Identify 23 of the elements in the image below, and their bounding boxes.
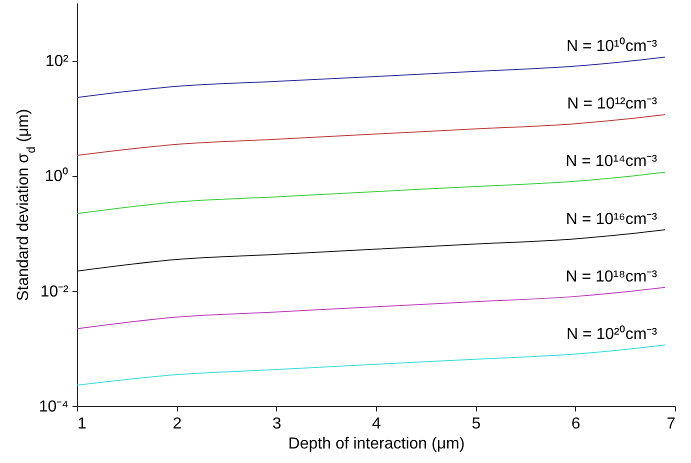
x-tick-label: 7 — [666, 416, 676, 432]
x-tick-label: 6 — [571, 416, 580, 432]
series-label: N = 10¹²cm⁻³ — [567, 96, 658, 113]
x-tick-label: 5 — [472, 416, 481, 432]
line-series — [77, 172, 666, 214]
y-tick-label: 10⁻⁴ — [38, 398, 69, 416]
line-series — [77, 344, 666, 386]
line-series — [77, 114, 666, 156]
x-tick-label: 2 — [172, 416, 182, 432]
y-tick-label: 10⁰ — [44, 167, 68, 186]
x-tick-label: 4 — [372, 416, 382, 432]
line-series — [77, 229, 666, 272]
series-label: N = 10¹⁴cm⁻³ — [566, 153, 658, 170]
line-series — [77, 56, 666, 98]
y-tick-label: 10⁻² — [40, 283, 70, 300]
series-label: N = 10¹⁸cm⁻³ — [566, 268, 658, 286]
series-label: N = 10²⁰cm⁻³ — [566, 324, 658, 343]
x-tick-label: 1 — [78, 416, 86, 432]
x-axis-title: Depth of interaction (μm) — [288, 436, 465, 452]
series-label: N = 10¹⁰cm⁻³ — [566, 37, 658, 56]
x-tick-label: 3 — [272, 416, 282, 432]
y-tick-label: 10² — [45, 53, 70, 70]
series-label: N = 10¹⁶cm⁻³ — [566, 210, 658, 228]
